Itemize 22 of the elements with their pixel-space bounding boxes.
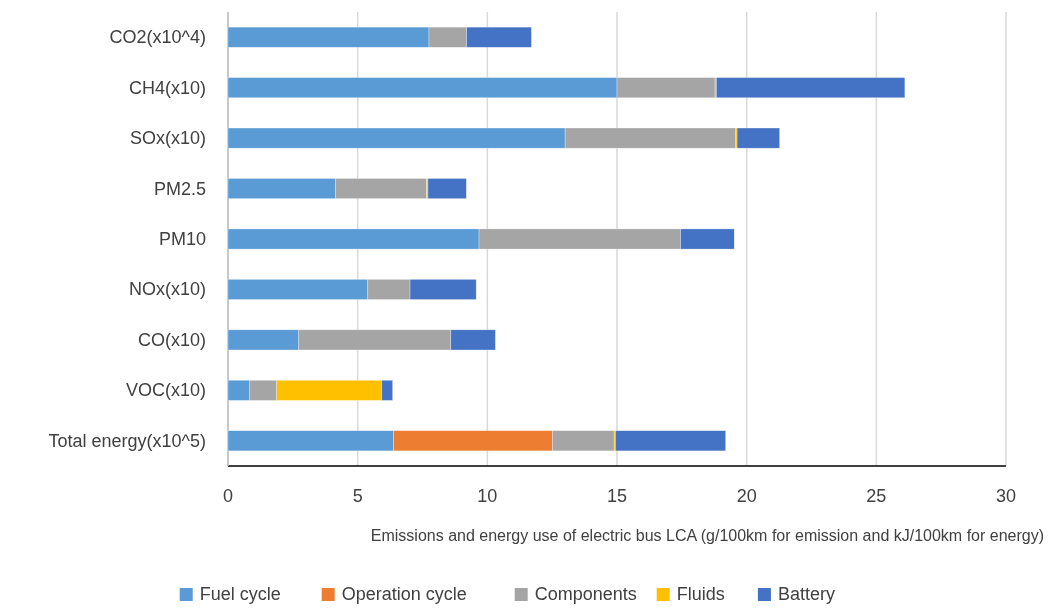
x-tick-label: 20 xyxy=(736,486,757,506)
legend-label: Battery xyxy=(777,584,835,604)
legend-label: Fuel cycle xyxy=(199,584,281,604)
x-tick-label: 10 xyxy=(477,486,498,506)
x-tick-label: 15 xyxy=(606,486,628,506)
legend-label: Components xyxy=(534,584,637,604)
x-tick-label: 25 xyxy=(866,486,887,506)
x-tick-label: 5 xyxy=(352,486,363,506)
y-tick-label: PM10 xyxy=(158,229,206,249)
legend-label: Operation cycle xyxy=(341,584,467,604)
y-tick-label: SOx(x10) xyxy=(129,128,206,149)
y-tick-label: PM2.5 xyxy=(153,178,206,199)
y-tick-label: CO(x10) xyxy=(137,329,206,350)
y-tick-label: NOx(x10) xyxy=(128,279,206,300)
x-tick-label: 0 xyxy=(222,486,234,506)
y-tick-label: CH4(x10) xyxy=(128,77,206,98)
y-tick-label: Total energy(x10^5) xyxy=(48,430,206,451)
legend-label: Fluids xyxy=(676,584,725,604)
y-tick-label: CO2(x10^4) xyxy=(109,27,206,48)
x-axis-title: Emissions and energy use of electric bus LCA (g/100km for emission and kJ/100km for energy) xyxy=(370,527,1044,544)
y-tick-label: VOC(x10) xyxy=(125,380,206,401)
x-tick-label: 30 xyxy=(995,486,1017,506)
